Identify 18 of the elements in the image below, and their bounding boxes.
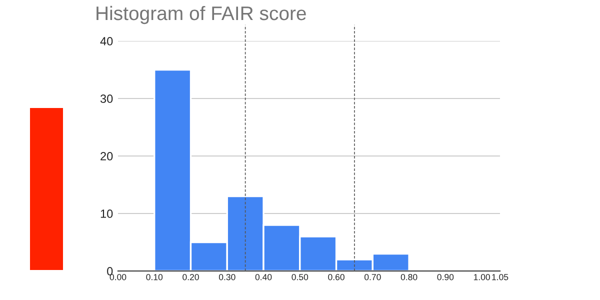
y-tick-label: 20 [100,152,113,160]
x-tick-label: 0.00 [110,274,126,280]
x-tick-label: 0.30 [218,274,236,280]
x-tick-label: 1.00 [474,274,490,280]
x-tick-label: 0.20 [182,274,199,280]
x-tick-label: 0.50 [292,274,308,280]
x-tick-label: 0.10 [146,274,163,280]
y-tick-label: 30 [100,94,113,103]
x-tick-label: 0.60 [328,274,344,280]
x-tick-label: 0.80 [400,274,418,280]
y-tick-label: 10 [100,210,113,218]
y-tick-label: 40 [100,37,113,46]
x-tick-label: 0.40 [255,274,272,280]
chart-title: Histogram of FAIR score [96,6,306,24]
x-tick-label: 0.90 [437,274,454,280]
y-tick-label: 0 [107,267,113,276]
x-tick-label: 1.05 [492,274,508,280]
x-tick-label: 0.70 [364,274,381,280]
